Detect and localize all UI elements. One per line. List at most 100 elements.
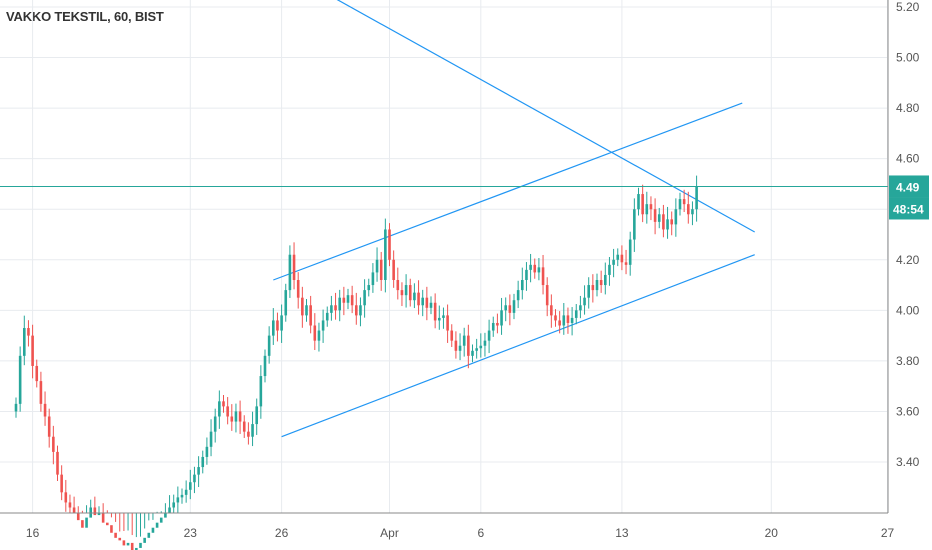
candle-body xyxy=(612,259,615,265)
candle-body xyxy=(359,305,362,316)
price-tick-label: 4.20 xyxy=(896,253,920,267)
countdown-label: 48:54 xyxy=(893,202,924,216)
candle-body xyxy=(47,416,51,437)
trendline[interactable] xyxy=(273,102,743,281)
candle-body xyxy=(529,264,532,270)
candle-body xyxy=(263,355,267,377)
candle-body xyxy=(491,322,495,331)
candle-body xyxy=(417,292,420,306)
price-tick-label: 4.00 xyxy=(896,303,920,317)
candle-body xyxy=(682,199,686,205)
candle-body xyxy=(81,520,84,528)
candle-body xyxy=(537,267,541,273)
candle-body xyxy=(633,209,636,240)
candle-body xyxy=(637,194,640,210)
candle-body xyxy=(259,376,263,407)
candle-body xyxy=(516,290,520,301)
price-axis-area xyxy=(889,0,932,550)
candle-body xyxy=(242,421,246,432)
price-tick-label: 4.80 xyxy=(896,101,920,115)
candle-body xyxy=(251,424,254,437)
candle-body xyxy=(471,350,474,356)
time-tick-label: 6 xyxy=(477,526,484,540)
candle-body xyxy=(234,411,238,422)
candle-body xyxy=(301,297,304,316)
candle-body xyxy=(272,320,275,336)
candle-body xyxy=(653,209,657,222)
candle-body xyxy=(384,229,387,280)
price-tick-label: 4.60 xyxy=(896,152,920,166)
candle-body xyxy=(429,302,433,308)
candle-body xyxy=(371,272,375,286)
candle-body xyxy=(533,264,537,273)
candle-body xyxy=(433,302,437,321)
candle-body xyxy=(238,411,242,422)
candle-body xyxy=(425,297,429,308)
candle-body xyxy=(126,542,130,546)
candle-body xyxy=(641,194,644,215)
trendline[interactable] xyxy=(281,254,755,438)
candle-body xyxy=(325,312,329,321)
candle-body xyxy=(309,305,312,326)
price-tick-label: 5.00 xyxy=(896,51,920,65)
candle-body xyxy=(106,522,109,526)
candle-body xyxy=(230,416,234,422)
candle-body xyxy=(193,474,196,483)
last-price-badge xyxy=(889,175,929,198)
countdown-badge xyxy=(889,197,929,220)
grid xyxy=(0,0,888,513)
candle-body xyxy=(118,537,122,541)
candle-body xyxy=(334,305,337,311)
candle-body xyxy=(313,325,317,341)
candle-body xyxy=(620,254,624,263)
price-tick-label: 3.60 xyxy=(896,404,920,418)
price-tick-label: 3.80 xyxy=(896,354,920,368)
trendlines[interactable] xyxy=(273,0,755,438)
candle-body xyxy=(496,322,499,326)
candle-body xyxy=(147,532,151,538)
candle-body xyxy=(413,292,416,301)
time-tick-label: 20 xyxy=(765,526,779,540)
candle-body xyxy=(164,512,167,518)
candle-body xyxy=(558,320,561,326)
candle-body xyxy=(213,416,217,432)
candle-body xyxy=(305,305,308,316)
candle-body xyxy=(60,474,63,493)
candle-body xyxy=(392,259,395,280)
candle-body xyxy=(39,381,43,404)
time-tick-label: 27 xyxy=(881,526,895,540)
candle-body xyxy=(624,262,628,265)
candle-body xyxy=(500,310,503,326)
candle-body xyxy=(201,456,205,468)
candle-body xyxy=(64,492,68,503)
candle-body xyxy=(14,403,18,412)
candle-body xyxy=(479,345,483,349)
candle-body xyxy=(93,507,97,516)
candle-body xyxy=(139,542,142,548)
candle-body xyxy=(442,315,445,318)
candle-body xyxy=(691,209,694,215)
candle-body xyxy=(396,280,400,291)
candle-body xyxy=(504,305,507,311)
candle-body xyxy=(608,264,611,275)
candle-body xyxy=(379,259,383,280)
badges: 4.49 48:54 xyxy=(889,175,929,220)
candle-body xyxy=(483,340,487,346)
candle-body xyxy=(296,280,300,298)
candle-body xyxy=(367,285,371,291)
candle-body xyxy=(695,186,698,210)
candle-body xyxy=(574,310,578,318)
candles xyxy=(14,175,698,550)
time-tick-label: 26 xyxy=(275,526,289,540)
candle-body xyxy=(566,315,570,323)
candle-body xyxy=(209,431,213,447)
candle-body xyxy=(114,532,117,538)
candle-body xyxy=(222,401,225,407)
candle-body xyxy=(72,507,76,513)
candle-body xyxy=(670,219,673,225)
candle-body xyxy=(180,494,184,498)
candle-body xyxy=(508,305,512,313)
trendline[interactable] xyxy=(273,0,755,233)
